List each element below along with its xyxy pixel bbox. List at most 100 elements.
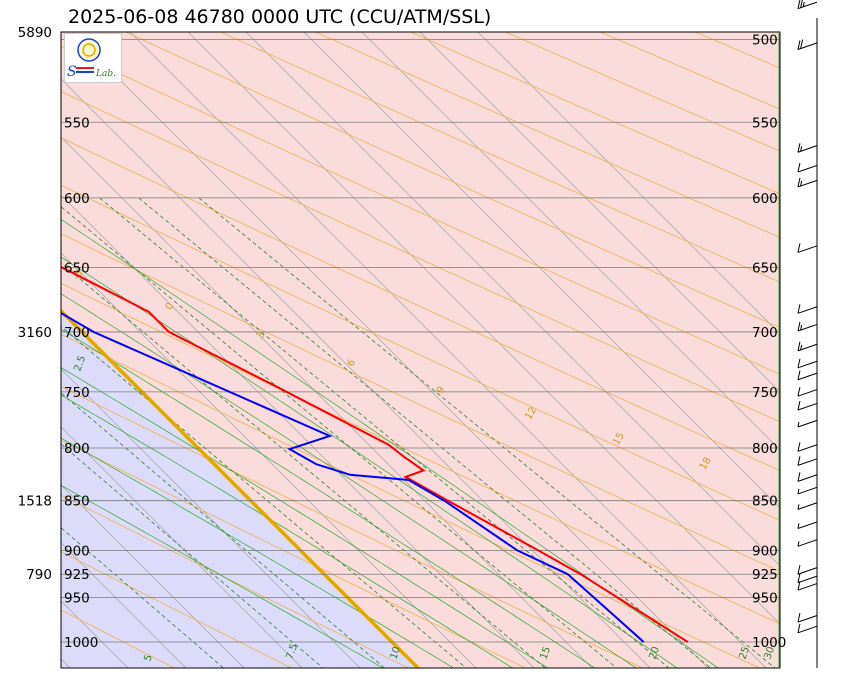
wind-barb [797,39,818,50]
dry-adiabat-line [61,45,780,375]
wind-barb [797,613,818,623]
logo-stripe-red [76,67,94,69]
wind-barb-flag [797,370,801,380]
pressure-label-right: 1000 [752,635,786,651]
moist-adiabat-line [61,437,455,668]
wind-barb-flag [800,39,804,49]
wind-barb-halfflag [797,421,800,428]
wind-barb [797,521,818,530]
isotherm-line [61,484,245,668]
moist-adiabat-line [61,394,514,668]
lab-logo: S Lab. [64,33,122,83]
wind-barb-halfflag [800,325,803,331]
wind-barb-flag [797,177,801,188]
wind-barb [797,472,818,482]
isotherm-line [71,32,709,668]
isotherm-label: 30 [762,645,777,661]
wind-barb [797,0,818,10]
height-label: 5890 [18,25,52,41]
wind-barb-shaft [797,372,818,381]
wind-barb-shaft [797,539,818,547]
wind-barb-flag [797,613,801,623]
pressure-label-left: 925 [64,567,90,583]
wind-barb [797,370,818,381]
wind-barb [797,486,818,495]
wind-barb-flag [797,565,801,575]
wind-barb-flag [797,358,801,368]
pressure-label-right: 500 [752,32,778,48]
wind-barb-flag [797,0,801,9]
dry-adiabat-label: 18 [698,456,714,473]
isotherm-line [61,542,187,668]
isotherm-label: 5 [142,653,155,663]
dry-adiabat-line [61,439,526,668]
pressure-label-left: 550 [64,115,90,131]
logo-s-letter: S [67,64,77,80]
moist-adiabat-line [61,484,384,668]
height-label: 1518 [18,494,52,510]
pressure-label-right: 750 [752,385,778,401]
wind-barb-halfflag [797,541,800,547]
wind-barb [797,143,818,153]
wind-barb-halfflag [800,344,803,351]
temperature-profile-line [61,265,689,643]
wind-barb [797,573,818,584]
wind-barb-halfflag [797,488,800,495]
isotherm-line [303,32,780,509]
wind-barb [797,243,818,253]
isotherm-label: 7.5 [284,642,300,661]
wind-barb-flag [797,341,801,351]
wind-barb-shaft [797,306,818,314]
dewpoint-profile-line [61,311,645,643]
dry-adiabat-label: 6 [345,358,358,369]
wind-barb [797,419,818,428]
isotherm-line [361,32,780,451]
dry-adiabat-line [61,91,780,423]
wind-barb [797,358,818,369]
wind-barb-halfflag [797,504,800,510]
plot-border [60,31,781,669]
wind-barb-shaft [797,583,818,591]
wind-barb-flag [797,321,801,332]
wind-barb-shaft [797,474,818,482]
wind-barb [797,400,818,411]
wind-barb [797,304,818,314]
wind-barb [797,321,818,332]
dry-adiabat-line [61,386,643,668]
wind-barb-shaft [797,164,818,173]
pressure-label-right: 925 [752,567,778,583]
logo-lab-text: Lab. [95,69,116,79]
wind-barb [797,623,818,634]
isotherm-line [61,426,303,668]
mixing-ratio-line [138,197,711,668]
wind-barb-shaft [797,502,818,510]
dry-adiabat-label: 15 [611,431,627,448]
wind-barb-shaft [797,402,818,411]
isotherm-line [245,32,780,567]
moist-adiabat-line [61,328,596,668]
dry-adiabat-line [61,333,760,668]
dry-adiabat-label: 3 [255,330,268,341]
wind-barb-halfflag [800,146,803,152]
mixing-ratio-label: 2.5 [72,354,88,373]
pressure-label-left: 850 [64,494,90,510]
pressure-label-right: 850 [752,494,778,510]
isotherm-line [187,32,780,625]
height-label: 790 [26,567,52,583]
pressure-label-left: 800 [64,441,90,457]
height-label: 3160 [18,325,52,341]
mixing-ratio-line [61,527,224,668]
logo-seal-icon [77,38,101,62]
wind-barb-shaft [797,419,818,428]
pressure-label-left: 1000 [64,635,98,651]
isotherm-label: 20 [647,645,662,661]
pressure-label-left: 650 [64,260,90,276]
dry-adiabat-line [220,32,780,283]
isotherm-label: 10 [388,645,403,661]
wind-barb-flag [797,573,801,583]
mixing-ratio-line [198,197,776,668]
isotherm-line [419,32,780,393]
pressure-label-left: 600 [64,191,90,207]
